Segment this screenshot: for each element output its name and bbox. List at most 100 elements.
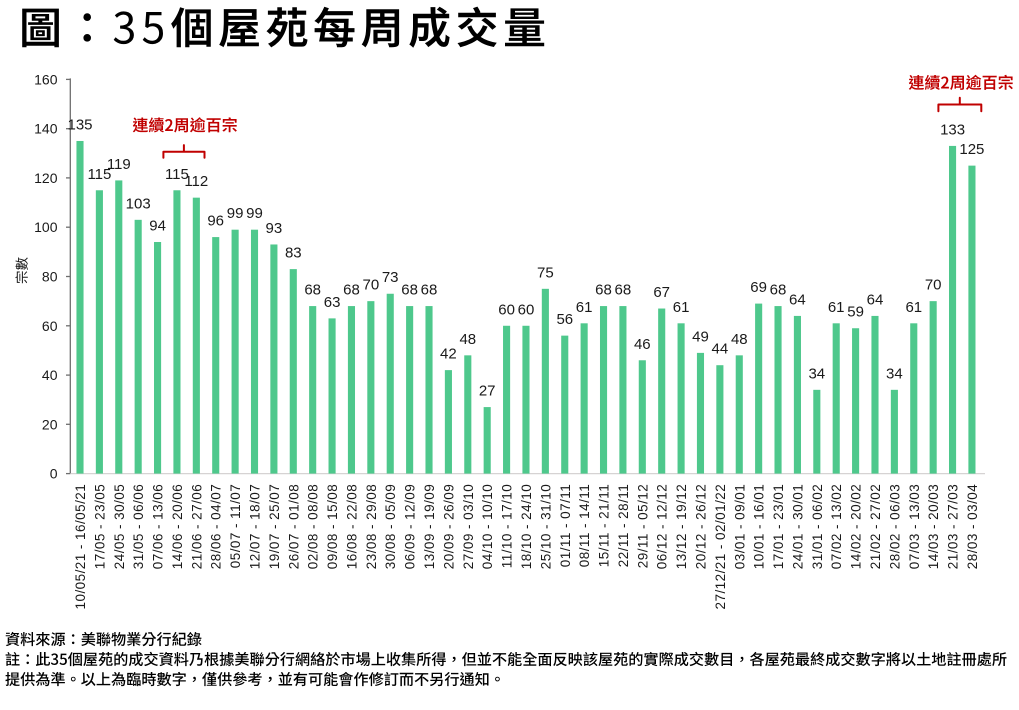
svg-text:83: 83: [285, 245, 302, 262]
svg-text:05/07 - 11/07: 05/07 - 11/07: [228, 484, 243, 568]
svg-text:34: 34: [808, 365, 825, 382]
svg-text:28/03 - 03/04: 28/03 - 03/04: [965, 484, 980, 569]
svg-text:64: 64: [789, 291, 806, 308]
svg-text:13/12 - 19/12: 13/12 - 19/12: [674, 484, 689, 569]
svg-text:31/05 - 06/06: 31/05 - 06/06: [131, 484, 146, 569]
svg-text:60: 60: [498, 301, 515, 318]
svg-text:120: 120: [34, 170, 58, 186]
svg-text:103: 103: [126, 195, 151, 212]
svg-text:14/06 - 20/06: 14/06 - 20/06: [170, 484, 185, 569]
svg-text:48: 48: [731, 331, 748, 348]
svg-text:49: 49: [692, 328, 709, 345]
svg-text:99: 99: [227, 205, 244, 222]
svg-text:44: 44: [712, 341, 729, 358]
svg-text:14/03 - 20/03: 14/03 - 20/03: [926, 484, 941, 569]
svg-text:06/12 - 12/12: 06/12 - 12/12: [655, 484, 670, 569]
svg-text:59: 59: [847, 304, 864, 321]
svg-text:96: 96: [207, 213, 224, 230]
svg-text:125: 125: [959, 141, 984, 158]
svg-text:04/10 - 10/10: 04/10 - 10/10: [480, 484, 495, 569]
svg-text:20/12 - 26/12: 20/12 - 26/12: [694, 484, 709, 569]
svg-text:133: 133: [940, 121, 965, 138]
svg-text:31/01 - 06/02: 31/01 - 06/02: [810, 484, 825, 569]
svg-text:140: 140: [34, 121, 58, 137]
svg-text:18/10 - 24/10: 18/10 - 24/10: [519, 484, 534, 569]
svg-text:29/11 - 05/12: 29/11 - 05/12: [635, 484, 650, 568]
svg-text:40: 40: [42, 367, 58, 383]
svg-text:80: 80: [42, 269, 58, 285]
svg-text:70: 70: [925, 277, 942, 294]
svg-text:02/08 - 08/08: 02/08 - 08/08: [306, 484, 321, 569]
svg-text:27/12/21 - 02/01/22: 27/12/21 - 02/01/22: [713, 484, 728, 610]
svg-text:24/01 - 30/01: 24/01 - 30/01: [790, 484, 805, 569]
svg-text:26/07 - 01/08: 26/07 - 01/08: [286, 484, 301, 569]
svg-text:10/05/21 - 16/05/21: 10/05/21 - 16/05/21: [73, 484, 88, 610]
svg-text:56: 56: [556, 311, 573, 328]
svg-text:61: 61: [576, 299, 593, 316]
svg-text:160: 160: [34, 71, 58, 87]
svg-text:67: 67: [653, 284, 670, 301]
svg-text:28/02 - 06/03: 28/02 - 06/03: [887, 484, 902, 569]
svg-text:70: 70: [363, 277, 380, 294]
svg-text:03/01 - 09/01: 03/01 - 09/01: [732, 484, 747, 569]
svg-text:61: 61: [905, 299, 922, 316]
svg-text:20: 20: [42, 416, 58, 432]
svg-text:09/08 - 15/08: 09/08 - 15/08: [325, 484, 340, 569]
svg-text:48: 48: [459, 331, 476, 348]
svg-text:115: 115: [87, 166, 111, 183]
svg-text:60: 60: [518, 301, 535, 318]
svg-text:69: 69: [750, 279, 767, 296]
svg-text:61: 61: [673, 299, 690, 316]
svg-text:12/07 - 18/07: 12/07 - 18/07: [248, 484, 263, 569]
svg-text:19/07 - 25/07: 19/07 - 25/07: [267, 484, 282, 569]
svg-text:23/08 - 29/08: 23/08 - 29/08: [364, 484, 379, 569]
svg-text:17/05 - 23/05: 17/05 - 23/05: [92, 484, 107, 569]
svg-text:42: 42: [440, 346, 457, 363]
svg-text:112: 112: [184, 173, 208, 190]
svg-text:07/02 - 13/02: 07/02 - 13/02: [829, 484, 844, 569]
svg-text:10/01 - 16/01: 10/01 - 16/01: [752, 484, 767, 569]
svg-text:24/05 - 30/05: 24/05 - 30/05: [112, 484, 127, 569]
svg-text:68: 68: [304, 282, 321, 299]
svg-text:34: 34: [886, 365, 903, 382]
svg-text:99: 99: [246, 205, 263, 222]
svg-text:13/09 - 19/09: 13/09 - 19/09: [422, 484, 437, 569]
svg-text:61: 61: [828, 299, 845, 316]
svg-text:115: 115: [165, 166, 189, 183]
svg-text:68: 68: [770, 282, 787, 299]
svg-text:46: 46: [634, 336, 651, 353]
svg-text:21/06 - 27/06: 21/06 - 27/06: [189, 484, 204, 569]
svg-text:93: 93: [266, 220, 283, 237]
svg-text:07/06 - 13/06: 07/06 - 13/06: [151, 484, 166, 569]
svg-text:22/11 - 28/11: 22/11 - 28/11: [616, 484, 631, 567]
svg-text:27: 27: [479, 383, 496, 400]
svg-text:94: 94: [149, 218, 166, 235]
svg-text:135: 135: [67, 117, 92, 134]
svg-text:68: 68: [401, 282, 418, 299]
svg-text:73: 73: [382, 269, 399, 286]
svg-text:64: 64: [867, 291, 884, 308]
svg-text:28/06 - 04/07: 28/06 - 04/07: [209, 484, 224, 569]
svg-text:17/01 - 23/01: 17/01 - 23/01: [771, 484, 786, 569]
svg-text:21/02 - 27/02: 21/02 - 27/02: [868, 484, 883, 569]
svg-text:63: 63: [324, 294, 341, 311]
svg-text:27/09 - 03/10: 27/09 - 03/10: [461, 484, 476, 569]
svg-text:68: 68: [615, 282, 632, 299]
svg-text:68: 68: [421, 282, 438, 299]
svg-text:68: 68: [595, 282, 612, 299]
svg-text:14/02 - 20/02: 14/02 - 20/02: [849, 484, 864, 569]
svg-text:30/08 - 05/09: 30/08 - 05/09: [383, 484, 398, 569]
svg-text:20/09 - 26/09: 20/09 - 26/09: [441, 484, 456, 569]
svg-text:08/11 - 14/11: 08/11 - 14/11: [577, 484, 592, 567]
svg-text:60: 60: [42, 318, 58, 334]
svg-text:119: 119: [107, 156, 131, 173]
svg-text:01/11 - 07/11: 01/11 - 07/11: [558, 484, 573, 567]
svg-text:07/03 - 13/03: 07/03 - 13/03: [907, 484, 922, 569]
svg-text:75: 75: [537, 264, 554, 281]
svg-text:0: 0: [50, 466, 58, 482]
svg-text:15/11 - 21/11: 15/11 - 21/11: [597, 484, 612, 567]
svg-text:68: 68: [343, 282, 360, 299]
svg-text:11/10 - 17/10: 11/10 - 17/10: [500, 484, 515, 568]
svg-text:16/08 - 22/08: 16/08 - 22/08: [345, 484, 360, 569]
svg-text:100: 100: [34, 219, 58, 235]
